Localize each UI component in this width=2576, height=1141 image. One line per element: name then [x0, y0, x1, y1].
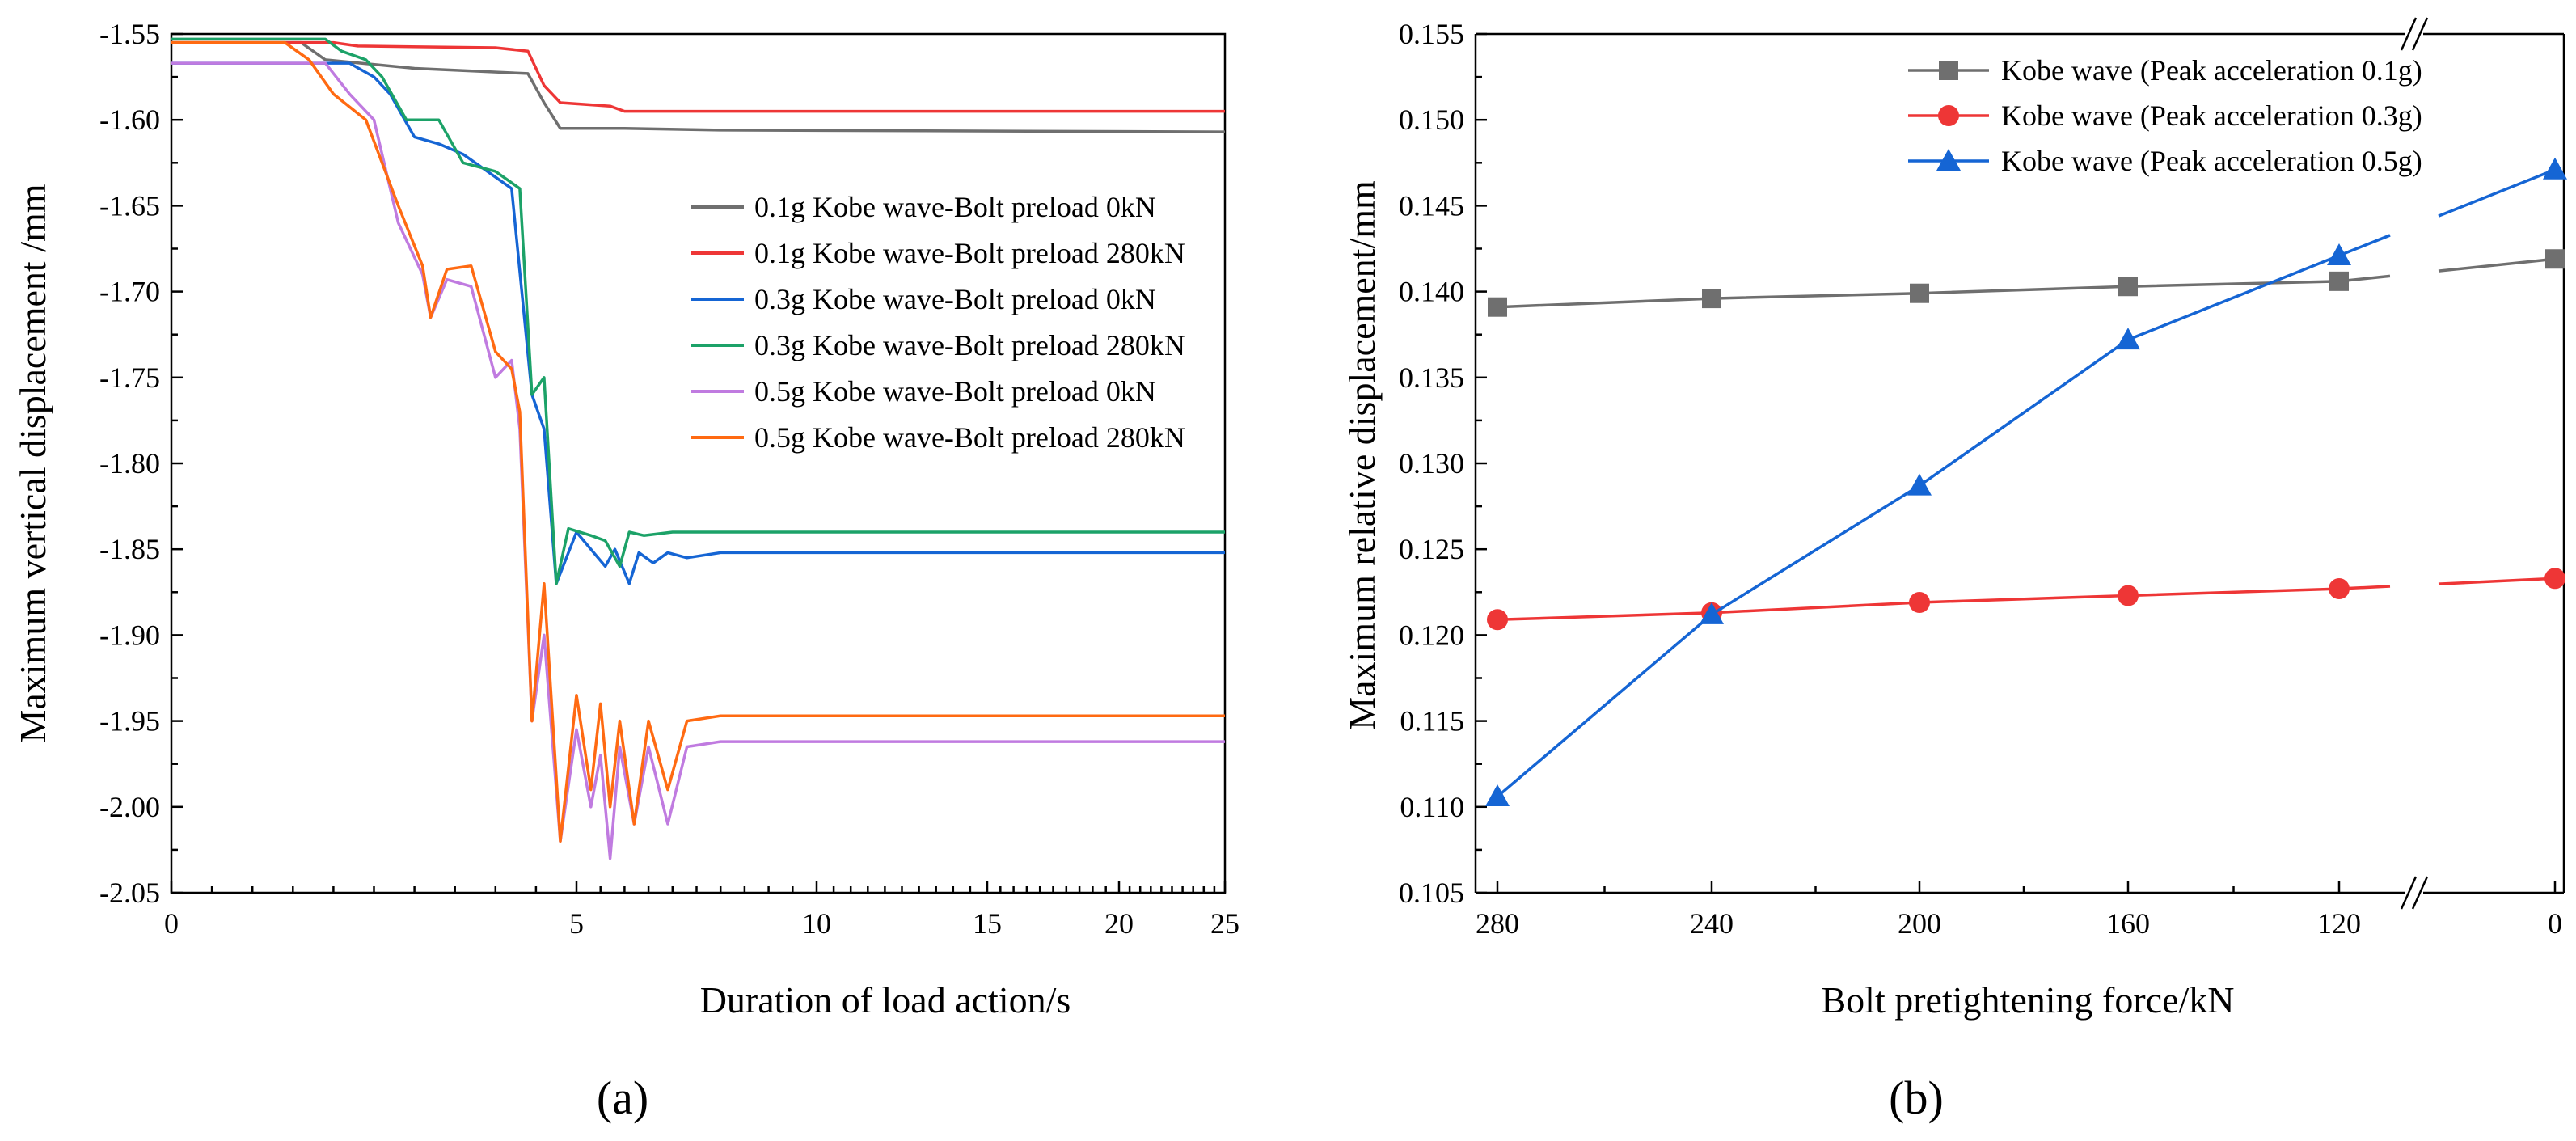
- chart-b-series-line: [1496, 254, 2340, 798]
- chart-a-legend: 0.1g Kobe wave-Bolt preload 0kN 0.1g Kobe…: [691, 191, 1185, 454]
- chart-b-axis-break: [2411, 17, 2429, 51]
- chart-a-x-axis: 0 5 10 15 20 25: [164, 881, 1239, 940]
- chart-b-data-point: [2543, 157, 2567, 180]
- chart-b-data-point: [2116, 328, 2140, 350]
- chart-b-x-tick-label: 0: [2548, 907, 2562, 940]
- chart-b-legend: Kobe wave (Peak acceleration 0.1g) Kobe w…: [1908, 54, 2422, 177]
- chart-b-data-point: [1485, 784, 1510, 807]
- chart-a-y-tick-label: -1.75: [99, 361, 160, 394]
- chart-b-legend-label: Kobe wave (Peak acceleration 0.5g): [2001, 145, 2422, 177]
- chart-a-y-tick-label: -1.85: [99, 533, 160, 565]
- chart-b-y-tick-label: 0.120: [1399, 619, 1464, 651]
- chart-a-series-line: [171, 40, 1226, 133]
- chart-a-y-tick-label: -2.05: [99, 877, 160, 909]
- chart-a-series-line: [171, 40, 1225, 113]
- chart-a-series-line: [171, 61, 1225, 860]
- chart-a-plot-frame: [170, 32, 1227, 894]
- chart-a-series-line: [171, 61, 1225, 585]
- chart-b-axis-break: [2400, 17, 2418, 51]
- chart-a-legend-label: 0.1g Kobe wave-Bolt preload 280kN: [754, 237, 1185, 269]
- chart-a-y-tick-label: -1.80: [99, 447, 160, 480]
- chart-a-x-tick-label: 15: [973, 907, 1002, 940]
- chart-b-series-line-break-left: [2338, 234, 2391, 257]
- chart-b-data-point: [1909, 592, 1930, 614]
- chart-a-series-line: [171, 40, 1225, 843]
- chart-b-data-point: [1936, 149, 1961, 171]
- chart-b-data-point: [2545, 249, 2565, 269]
- chart-b: 0.105 0.110 0.115 0.120 0.125 0.130 0.135 0.140…: [1341, 17, 2567, 1124]
- chart-b-y-tick-label: 0.140: [1399, 276, 1464, 308]
- chart-b-x-tick-label: 120: [2317, 907, 2361, 940]
- chart-a-legend-label: 0.1g Kobe wave-Bolt preload 0kN: [754, 191, 1156, 223]
- chart-a-y-tick-label: -2.00: [99, 791, 160, 823]
- chart-b-data-point: [1939, 61, 1958, 80]
- chart-a-x-tick-label: 0: [164, 907, 179, 940]
- chart-b-legend-label: Kobe wave (Peak acceleration 0.1g): [2001, 54, 2422, 87]
- chart-b-x-tick-label: 240: [1690, 907, 1734, 940]
- chart-b-y-tick-label: 0.115: [1400, 705, 1464, 737]
- chart-b-data-point: [2118, 277, 2138, 297]
- chart-a-y-tick-label: -1.65: [99, 189, 160, 222]
- panel-a-label: (a): [597, 1071, 648, 1124]
- chart-a-x-tick-label: 5: [569, 907, 584, 940]
- chart-b-y-tick-label: 0.150: [1399, 104, 1464, 136]
- chart-b-data-point: [1702, 289, 1721, 309]
- chart-b-y-tick-label: 0.130: [1399, 447, 1464, 480]
- chart-b-x-tick-label: 200: [1898, 907, 1941, 940]
- chart-b-data-point: [1910, 283, 1929, 303]
- chart-b-y-tick-label: 0.135: [1399, 361, 1464, 394]
- chart-b-series-group: [1485, 157, 2567, 807]
- chart-b-data-point: [2329, 578, 2350, 600]
- chart-b-data-point: [1487, 609, 1508, 631]
- chart-a-y-label: Maximum vertical displacement /mm: [12, 184, 53, 742]
- chart-a-series-group: [171, 37, 1226, 860]
- chart-b-x-tick-label: 280: [1476, 907, 1519, 940]
- chart-b-x-axis: 280 240 200 160 120 0: [1476, 881, 2562, 940]
- chart-b-legend-label: Kobe wave (Peak acceleration 0.3g): [2001, 99, 2422, 132]
- chart-a-y-tick-label: -1.95: [99, 705, 160, 737]
- chart-a: -1.55 -1.60 -1.65 -1.70 -1.75 -1.80 -1.85 -1.90…: [12, 18, 1239, 1124]
- chart-b-y-label: Maximum relative displacement/mm: [1341, 180, 1383, 730]
- chart-a-y-tick-label: -1.70: [99, 276, 160, 308]
- chart-a-x-tick-label: 20: [1104, 907, 1134, 940]
- chart-b-x-tick-label: 160: [2106, 907, 2150, 940]
- chart-a-legend-label: 0.3g Kobe wave-Bolt preload 0kN: [754, 283, 1156, 315]
- chart-b-data-point: [2544, 568, 2565, 590]
- chart-a-legend-label: 0.5g Kobe wave-Bolt preload 280kN: [754, 421, 1185, 454]
- chart-a-x-tick-label: 10: [802, 907, 831, 940]
- chart-b-x-label: Bolt pretightening force/kN: [1822, 979, 2235, 1021]
- chart-b-y-tick-label: 0.110: [1400, 791, 1464, 823]
- chart-b-series-line-break-right: [2438, 257, 2556, 273]
- chart-b-data-point: [1907, 473, 1932, 496]
- chart-a-y-tick-label: -1.60: [99, 104, 160, 136]
- panel-b-label: (b): [1889, 1071, 1944, 1124]
- chart-a-legend-label: 0.3g Kobe wave-Bolt preload 280kN: [754, 329, 1185, 361]
- chart-b-y-tick-label: 0.155: [1399, 18, 1464, 50]
- chart-a-x-tick-label: 25: [1210, 907, 1239, 940]
- chart-b-y-tick-label: 0.145: [1399, 189, 1464, 222]
- chart-b-series-line-break-right: [2438, 577, 2556, 585]
- chart-a-series-line: [171, 37, 1225, 585]
- chart-b-series-line-break-right: [2438, 168, 2556, 218]
- chart-a-x-label: Duration of load action/s: [700, 979, 1071, 1021]
- chart-b-data-point: [1700, 602, 1724, 624]
- chart-a-y-tick-label: -1.55: [99, 18, 160, 50]
- chart-b-data-point: [2327, 243, 2351, 265]
- chart-b-data-point: [2329, 271, 2349, 291]
- chart-b-y-axis: 0.105 0.110 0.115 0.120 0.125 0.130 0.135 0.140…: [1399, 18, 1487, 909]
- chart-b-axis-break: [2400, 876, 2418, 910]
- chart-b-data-point: [2118, 585, 2139, 606]
- chart-b-data-point: [1938, 105, 1959, 126]
- chart-a-y-tick-label: -1.90: [99, 619, 160, 651]
- chart-b-data-point: [1488, 297, 1507, 317]
- chart-b-y-tick-label: 0.105: [1399, 877, 1464, 909]
- chart-a-legend-label: 0.5g Kobe wave-Bolt preload 0kN: [754, 375, 1156, 408]
- chart-b-y-tick-label: 0.125: [1399, 533, 1464, 565]
- chart-b-axis-break: [2411, 876, 2429, 910]
- chart-a-y-axis: -1.55 -1.60 -1.65 -1.70 -1.75 -1.80 -1.85 -1.90…: [99, 18, 183, 909]
